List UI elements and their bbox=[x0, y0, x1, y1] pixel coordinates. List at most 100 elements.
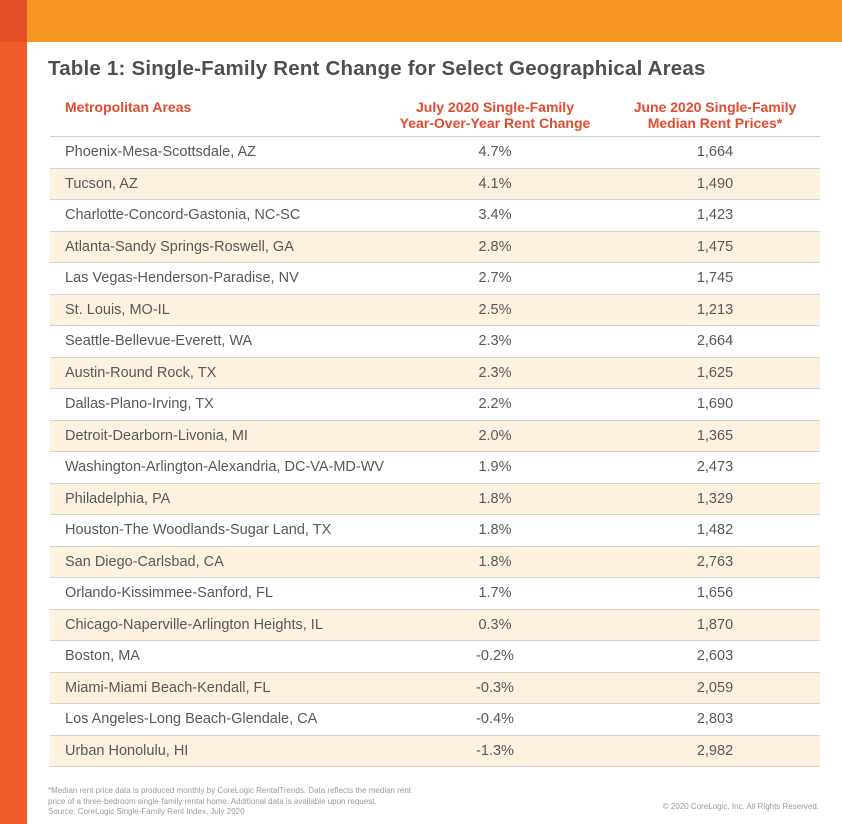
rent-change-cell: 1.8% bbox=[478, 553, 512, 570]
table-row: Seattle-Bellevue-Everett, WA 2.3% 2,664 bbox=[50, 326, 820, 358]
median-rent-cell: 2,763 bbox=[696, 553, 734, 570]
table-row: Las Vegas-Henderson-Paradise, NV 2.7% 1,… bbox=[50, 263, 820, 295]
table-row: St. Louis, MO-IL 2.5% 1,213 bbox=[50, 294, 820, 326]
rent-change-cell: 0.3% bbox=[478, 616, 512, 633]
footnote-source: Source: CoreLogic Single-Family Rent Ind… bbox=[48, 807, 245, 817]
page-content: Table 1: Single-Family Rent Change for S… bbox=[27, 42, 842, 824]
metro-area-cell: Washington-Arlington-Alexandria, DC-VA-M… bbox=[65, 459, 385, 476]
median-rent-cell: 1,870 bbox=[696, 616, 734, 633]
metro-area-cell: Los Angeles-Long Beach-Glendale, CA bbox=[65, 711, 318, 728]
metro-area-cell: Atlanta-Sandy Springs-Roswell, GA bbox=[65, 238, 294, 255]
rent-change-cell: -1.3% bbox=[476, 742, 514, 759]
table-row: Charlotte-Concord-Gastonia, NC-SC 3.4% 1… bbox=[50, 200, 820, 232]
footnote-line2: price of a three-bedroom single-family r… bbox=[48, 796, 377, 806]
column-header-rent-change-line1: July 2020 Single-Family bbox=[416, 99, 574, 115]
rent-change-cell: 4.1% bbox=[478, 175, 512, 192]
median-rent-cell: 2,059 bbox=[696, 679, 734, 696]
table-row: Miami-Miami Beach-Kendall, FL -0.3% 2,05… bbox=[50, 672, 820, 704]
metro-area-cell: Boston, MA bbox=[65, 648, 140, 665]
median-rent-cell: 1,745 bbox=[696, 270, 734, 287]
rent-change-cell: 3.4% bbox=[478, 207, 512, 224]
table-row: Chicago-Naperville-Arlington Heights, IL… bbox=[50, 609, 820, 641]
metro-area-cell: Seattle-Bellevue-Everett, WA bbox=[65, 333, 253, 350]
rent-change-cell: 1.8% bbox=[478, 490, 512, 507]
median-rent-cell: 2,664 bbox=[696, 333, 734, 350]
table-row: Dallas-Plano-Irving, TX 2.2% 1,690 bbox=[50, 389, 820, 421]
footnote-line1: *Median rent price data is produced mont… bbox=[48, 786, 412, 795]
column-header-rent-change-line2: Year-Over-Year Rent Change bbox=[399, 115, 591, 131]
median-rent-cell: 1,656 bbox=[696, 585, 734, 602]
median-rent-cell: 2,603 bbox=[696, 648, 734, 665]
metro-area-cell: Chicago-Naperville-Arlington Heights, IL bbox=[65, 616, 323, 633]
median-rent-cell: 2,803 bbox=[696, 711, 734, 728]
column-header-median-rent-line1: June 2020 Single-Family bbox=[633, 99, 797, 115]
median-rent-cell: 1,365 bbox=[696, 427, 734, 444]
metro-area-cell: Charlotte-Concord-Gastonia, NC-SC bbox=[65, 207, 301, 224]
rent-change-table: Metropolitan Areas July 2020 Single-Fami… bbox=[50, 99, 820, 767]
left-accent-strip bbox=[0, 0, 27, 824]
rent-change-cell: 1.9% bbox=[478, 459, 512, 476]
metro-area-cell: Las Vegas-Henderson-Paradise, NV bbox=[65, 270, 299, 287]
metro-area-cell: Miami-Miami Beach-Kendall, FL bbox=[65, 679, 271, 696]
median-rent-cell: 1,423 bbox=[696, 207, 734, 224]
page-title: Table 1: Single-Family Rent Change for S… bbox=[48, 57, 706, 80]
metro-area-cell: Dallas-Plano-Irving, TX bbox=[65, 396, 214, 413]
column-header-median-rent: June 2020 Single-Family Median Rent Pric… bbox=[610, 99, 820, 131]
table-row: Los Angeles-Long Beach-Glendale, CA -0.4… bbox=[50, 704, 820, 736]
table-row: Detroit-Dearborn-Livonia, MI 2.0% 1,365 bbox=[50, 420, 820, 452]
median-rent-cell: 1,690 bbox=[696, 396, 734, 413]
top-accent-bar bbox=[27, 0, 842, 42]
column-header-median-rent-line2: Median Rent Prices* bbox=[647, 115, 783, 131]
table-row: Atlanta-Sandy Springs-Roswell, GA 2.8% 1… bbox=[50, 231, 820, 263]
table-row: Philadelphia, PA 1.8% 1,329 bbox=[50, 483, 820, 515]
column-header-metro-areas-label: Metropolitan Areas bbox=[65, 99, 192, 115]
rent-change-cell: 2.7% bbox=[478, 270, 512, 287]
table-row: Orlando-Kissimmee-Sanford, FL 1.7% 1,656 bbox=[50, 578, 820, 610]
median-rent-cell: 1,329 bbox=[696, 490, 734, 507]
rent-change-cell: 2.2% bbox=[478, 396, 512, 413]
median-rent-cell: 1,490 bbox=[696, 175, 734, 192]
rent-change-cell: 2.3% bbox=[478, 364, 512, 381]
median-rent-cell: 2,473 bbox=[696, 459, 734, 476]
metro-area-cell: Tucson, AZ bbox=[65, 175, 138, 192]
table-body: Phoenix-Mesa-Scottsdale, AZ 4.7% 1,664 T… bbox=[50, 137, 820, 767]
column-header-metro-areas: Metropolitan Areas bbox=[50, 99, 380, 115]
table-row: Urban Honolulu, HI -1.3% 2,982 bbox=[50, 735, 820, 767]
median-rent-cell: 1,625 bbox=[696, 364, 734, 381]
median-rent-cell: 2,982 bbox=[696, 742, 734, 759]
rent-change-cell: 4.7% bbox=[478, 144, 512, 161]
rent-change-cell: 1.7% bbox=[478, 585, 512, 602]
table-row: Houston-The Woodlands-Sugar Land, TX 1.8… bbox=[50, 515, 820, 547]
table-row: Tucson, AZ 4.1% 1,490 bbox=[50, 168, 820, 200]
footnote: *Median rent price data is produced mont… bbox=[48, 786, 411, 818]
median-rent-cell: 1,213 bbox=[696, 301, 734, 318]
copyright-notice: © 2020 CoreLogic, Inc. All Rights Reserv… bbox=[662, 802, 819, 811]
metro-area-cell: St. Louis, MO-IL bbox=[65, 301, 170, 318]
metro-area-cell: Orlando-Kissimmee-Sanford, FL bbox=[65, 585, 273, 602]
rent-change-cell: -0.3% bbox=[476, 679, 514, 696]
metro-area-cell: Austin-Round Rock, TX bbox=[65, 364, 217, 381]
metro-area-cell: Philadelphia, PA bbox=[65, 490, 171, 507]
median-rent-cell: 1,475 bbox=[696, 238, 734, 255]
metro-area-cell: San Diego-Carlsbad, CA bbox=[65, 553, 224, 570]
rent-change-cell: -0.2% bbox=[476, 648, 514, 665]
rent-change-cell: 2.3% bbox=[478, 333, 512, 350]
median-rent-cell: 1,664 bbox=[696, 144, 734, 161]
median-rent-cell: 1,482 bbox=[696, 522, 734, 539]
metro-area-cell: Detroit-Dearborn-Livonia, MI bbox=[65, 427, 248, 444]
metro-area-cell: Urban Honolulu, HI bbox=[65, 742, 189, 759]
rent-change-cell: -0.4% bbox=[476, 711, 514, 728]
rent-change-cell: 2.0% bbox=[478, 427, 512, 444]
rent-change-cell: 2.8% bbox=[478, 238, 512, 255]
table-row: Boston, MA -0.2% 2,603 bbox=[50, 641, 820, 673]
rent-change-cell: 2.5% bbox=[478, 301, 512, 318]
table-row: Phoenix-Mesa-Scottsdale, AZ 4.7% 1,664 bbox=[50, 137, 820, 169]
table-row: Washington-Arlington-Alexandria, DC-VA-M… bbox=[50, 452, 820, 484]
table-row: San Diego-Carlsbad, CA 1.8% 2,763 bbox=[50, 546, 820, 578]
metro-area-cell: Phoenix-Mesa-Scottsdale, AZ bbox=[65, 144, 257, 161]
corner-accent-square bbox=[0, 0, 27, 42]
table-row: Austin-Round Rock, TX 2.3% 1,625 bbox=[50, 357, 820, 389]
rent-change-cell: 1.8% bbox=[478, 522, 512, 539]
metro-area-cell: Houston-The Woodlands-Sugar Land, TX bbox=[65, 522, 332, 539]
column-header-rent-change: July 2020 Single-Family Year-Over-Year R… bbox=[380, 99, 610, 131]
